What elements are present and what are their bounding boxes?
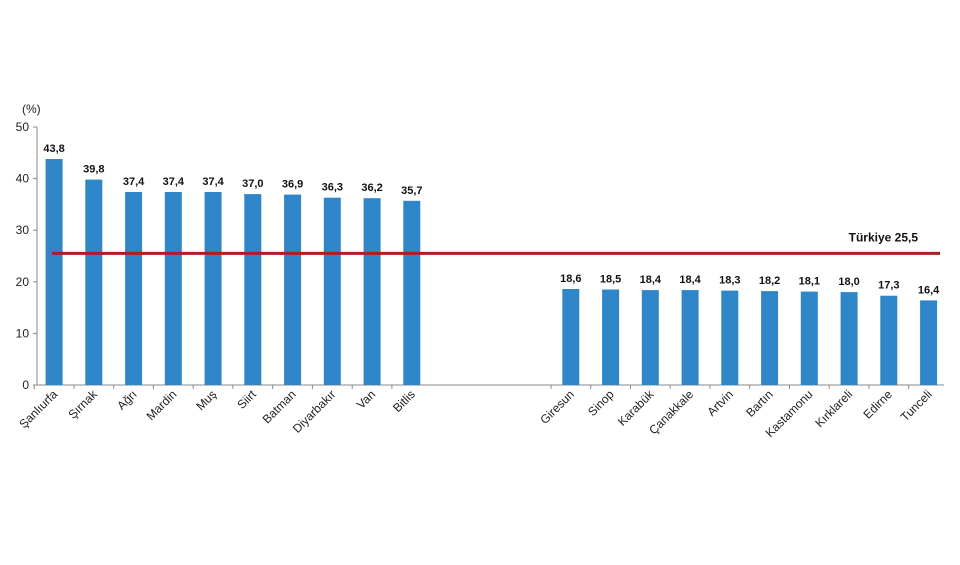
- y-tick-label: 0: [22, 378, 29, 392]
- category-label: Van: [354, 387, 378, 411]
- category-label: Bartın: [743, 387, 776, 420]
- category-label: Tunceli: [898, 387, 935, 424]
- data-label: 39,8: [83, 164, 104, 176]
- bar: [840, 292, 858, 385]
- bar: [681, 290, 699, 385]
- data-label: 18,1: [799, 276, 820, 288]
- data-label: 36,3: [322, 182, 343, 194]
- data-label: 17,3: [878, 280, 899, 292]
- category-label: Bitlis: [390, 387, 418, 415]
- bar: [920, 300, 938, 385]
- data-label: 18,0: [838, 276, 859, 288]
- data-label: 18,4: [640, 274, 662, 286]
- labels: 43,8 Şanlıurfa 39,8 Şırnak 37,4 Ağrı 37,4 Mardi…: [16, 143, 940, 440]
- y-tick-label: 10: [16, 326, 30, 340]
- data-label: 18,4: [679, 274, 701, 286]
- bar: [641, 290, 659, 385]
- category-label: Ağrı: [114, 387, 139, 412]
- bar: [562, 289, 580, 385]
- bar: [164, 192, 182, 385]
- bar: [45, 159, 63, 385]
- axes: 0 10 20 30 40 50 (%): [16, 102, 944, 392]
- bar: [244, 194, 262, 385]
- bars: [45, 159, 940, 385]
- category-label: Şırnak: [65, 387, 100, 422]
- data-label: 37,0: [242, 178, 263, 190]
- data-label: 37,4: [202, 176, 224, 188]
- y-tick-label: 20: [16, 275, 30, 289]
- category-label: Diyarbakır: [290, 387, 339, 436]
- category-label: Sinop: [585, 387, 617, 419]
- bar: [284, 194, 302, 385]
- category-label: Şanlıurfa: [16, 387, 60, 431]
- bar: [721, 290, 739, 385]
- bar: [363, 198, 381, 385]
- bar: [602, 289, 620, 385]
- bar: [800, 291, 818, 385]
- data-label: 37,4: [123, 176, 145, 188]
- bar: [323, 197, 341, 385]
- y-tick-label: 30: [16, 223, 30, 237]
- category-label: Edirne: [860, 387, 895, 422]
- bar: [761, 291, 779, 385]
- data-label: 43,8: [43, 143, 64, 155]
- data-label: 18,5: [600, 274, 621, 286]
- data-label: 37,4: [163, 176, 185, 188]
- reference-line-label: Türkiye 25,5: [849, 230, 919, 244]
- category-label: Muş: [193, 387, 219, 413]
- category-label: Siirt: [234, 387, 259, 412]
- data-label: 36,9: [282, 179, 303, 191]
- y-axis-unit-label: (%): [22, 102, 41, 116]
- data-label: 18,3: [719, 275, 740, 287]
- data-label: 16,4: [918, 284, 940, 296]
- category-label: Artvin: [704, 387, 736, 419]
- category-label: Kırklareli: [812, 387, 855, 430]
- data-label: 36,2: [361, 182, 382, 194]
- bar: [125, 192, 143, 385]
- bar: [880, 295, 898, 385]
- y-tick-label: 50: [16, 120, 30, 134]
- category-label: Batman: [260, 387, 299, 426]
- data-label: 18,2: [759, 275, 780, 287]
- data-label: 35,7: [401, 185, 422, 197]
- bar: [85, 179, 103, 385]
- category-label: Mardin: [144, 387, 180, 423]
- bar: [204, 192, 222, 385]
- bar: [403, 200, 421, 385]
- data-label: 18,6: [560, 273, 581, 285]
- y-tick-label: 40: [16, 172, 30, 186]
- category-label: Giresun: [537, 387, 577, 427]
